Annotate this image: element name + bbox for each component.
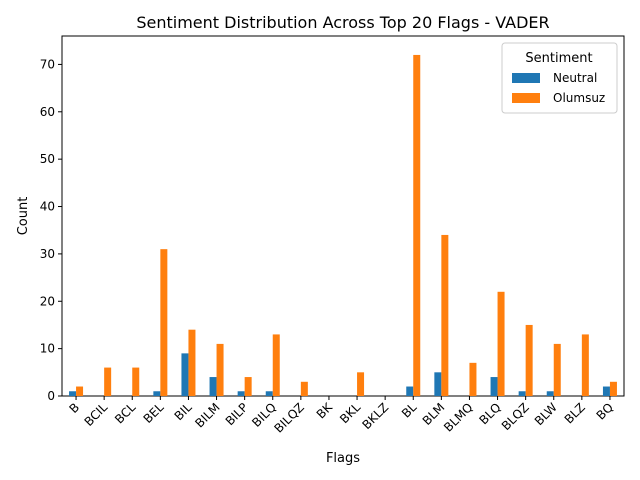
y-tick-label: 50 [40,152,55,166]
legend-swatch-olumsuz [512,93,540,103]
bar-olumsuz-bkl [357,372,365,396]
legend: Sentiment Neutral Olumsuz [501,42,618,114]
bar-olumsuz-bil [188,329,196,396]
bar-neutral-b [69,391,77,396]
y-axis-label: Count [16,197,31,236]
bar-olumsuz-blw [553,343,561,396]
y-tick-label: 30 [40,247,55,261]
bar-olumsuz-b [76,386,84,396]
bar-neutral-bilq [265,391,273,396]
bar-neutral-blqz [518,391,526,396]
x-tick-label: BILM [192,400,222,430]
bar-olumsuz-bcil [104,367,112,396]
x-tick-label: BIL [172,400,195,423]
y-tick-label: 0 [47,389,55,403]
bar-neutral-bilp [237,391,245,396]
bar-neutral-bel [153,391,161,396]
x-tick-label: BCIL [82,400,111,429]
bar-olumsuz-bilqz [300,381,308,396]
x-tick-label: BCL [112,400,138,426]
bar-olumsuz-bilp [244,377,252,396]
y-tick-label: 20 [40,294,55,308]
x-tick-label: BKLZ [359,400,391,432]
bar-olumsuz-blz [581,334,589,396]
x-tick-label: BLZ [562,400,588,426]
bar-olumsuz-bel [160,249,168,396]
x-tick-label: BLMQ [441,400,475,434]
x-axis-label: Flags [326,451,360,466]
y-tick-label: 60 [40,105,55,119]
x-tick-label: BK [314,399,336,421]
legend-label-olumsuz: Olumsuz [553,91,605,105]
y-tick-label: 10 [40,342,55,356]
bar-olumsuz-bq [609,381,617,396]
x-tick-label: BILP [223,400,251,428]
chart-title: Sentiment Distribution Across Top 20 Fla… [136,13,549,32]
x-tick-label: BQ [594,400,616,422]
bars [69,54,617,397]
bar-neutral-bilm [209,377,217,396]
y-axis-ticks: 0 10 20 30 40 50 60 70 [40,57,62,403]
y-tick-label: 70 [40,57,55,71]
x-tick-label: B [66,400,82,416]
bar-neutral-blw [546,391,554,396]
x-tick-label: BLW [532,400,560,428]
x-tick-label: BLQZ [499,400,532,433]
plot-area [61,35,625,397]
y-tick-label: 40 [40,200,55,214]
bar-olumsuz-bl [413,54,421,397]
x-tick-label: BL [399,400,420,421]
legend-label-neutral: Neutral [553,71,597,85]
bar-olumsuz-bilm [216,343,224,396]
legend-swatch-neutral [512,73,540,83]
bar-neutral-bl [406,386,414,396]
bar-neutral-bil [181,353,189,396]
x-tick-label: BILQZ [272,400,307,435]
bar-neutral-blq [490,377,498,396]
bar-olumsuz-bilq [272,334,280,396]
x-tick-label: BEL [141,400,167,426]
bar-neutral-bq [602,386,610,396]
bar-olumsuz-bcl [132,367,140,396]
bar-olumsuz-blm [441,234,449,396]
plot-frame [61,35,625,397]
bar-neutral-blm [434,372,442,396]
bar-olumsuz-blq [497,291,505,396]
bar-olumsuz-blqz [525,324,533,396]
legend-title: Sentiment [525,51,592,66]
bar-olumsuz-blmq [469,362,477,396]
